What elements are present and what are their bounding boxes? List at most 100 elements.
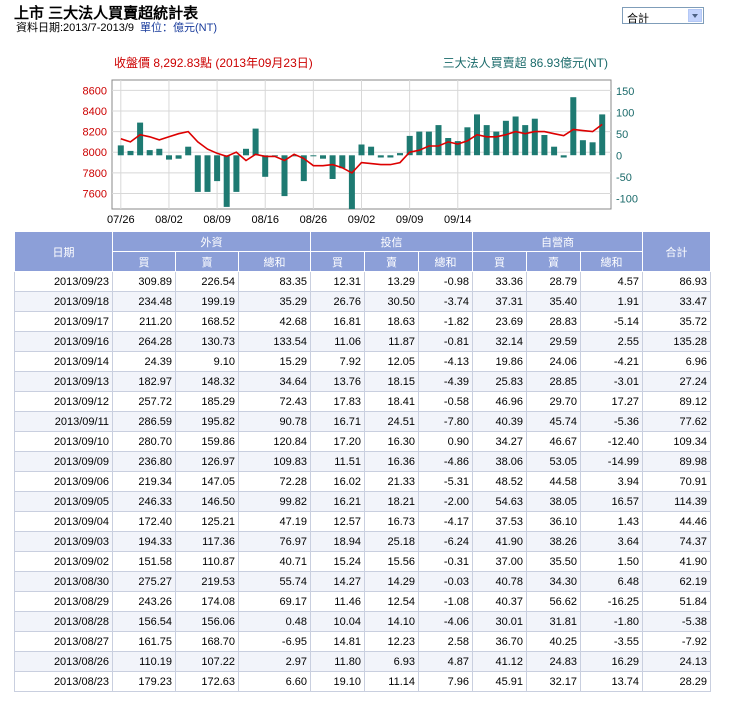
table-row: 2013/08/27 161.75 168.70 -6.95 14.81 12.23 2.5…: [14, 631, 711, 652]
cell-trust-net: -4.13: [418, 351, 473, 372]
cell-date: 2013/09/04: [14, 511, 113, 532]
net-bar: [445, 138, 452, 156]
cell-date: 2013/09/02: [14, 551, 113, 572]
cell-date: 2013/09/16: [14, 331, 113, 352]
cell-dealer-sell: 40.25: [526, 631, 581, 652]
cell-foreign-net: 72.43: [238, 391, 311, 412]
cell-trust-sell: 12.54: [364, 591, 419, 612]
cell-foreign-net: 35.29: [238, 291, 311, 312]
table-row: 2013/09/23 309.89 226.54 83.35 12.31 13.29 -0.…: [14, 271, 711, 292]
cell-trust-buy: 15.24: [310, 551, 365, 572]
cell-foreign-buy: 156.54: [112, 611, 176, 632]
table-row: 2013/09/18 234.48 199.19 35.29 26.76 30.50 -3.…: [14, 291, 711, 312]
cell-foreign-sell: 168.52: [175, 311, 239, 332]
cell-trust-sell: 30.50: [364, 291, 419, 312]
cell-date: 2013/09/11: [14, 411, 113, 432]
cell-dealer-sell: 45.74: [526, 411, 581, 432]
cell-dealer-net: -1.80: [580, 611, 643, 632]
cell-trust-net: -2.00: [418, 491, 473, 512]
table-row: 2013/09/11 286.59 195.82 90.78 16.71 24.51 -7.…: [14, 411, 711, 432]
cell-total: 28.29: [642, 671, 711, 692]
cell-dealer-sell: 56.62: [526, 591, 581, 612]
table-row: 2013/08/30 275.27 219.53 55.74 14.27 14.29 -0.…: [14, 571, 711, 592]
subheader-net: 總和: [580, 251, 643, 272]
data-table: 日期 外資 投信 自營商 合計 買 賣 總和 買 賣 總和 買 賣 總和 201…: [14, 231, 711, 692]
cell-foreign-buy: 161.75: [112, 631, 176, 652]
cell-trust-sell: 16.36: [364, 451, 419, 472]
cell-foreign-buy: 246.33: [112, 491, 176, 512]
cell-foreign-buy: 280.70: [112, 431, 176, 452]
cell-dealer-net: 4.57: [580, 271, 643, 292]
chevron-down-icon[interactable]: [688, 9, 702, 22]
cell-trust-sell: 15.56: [364, 551, 419, 572]
cell-trust-sell: 18.63: [364, 311, 419, 332]
cell-dealer-buy: 54.63: [472, 491, 527, 512]
subheader-buy: 買: [112, 251, 176, 272]
cell-date: 2013/09/17: [14, 311, 113, 332]
cell-dealer-sell: 29.59: [526, 331, 581, 352]
cell-trust-net: -3.74: [418, 291, 473, 312]
cell-foreign-net: -6.95: [238, 631, 311, 652]
cell-foreign-sell: 195.82: [175, 411, 239, 432]
cell-trust-buy: 17.83: [310, 391, 365, 412]
cell-dealer-sell: 36.10: [526, 511, 581, 532]
cell-foreign-sell: 156.06: [175, 611, 239, 632]
cell-foreign-sell: 130.73: [175, 331, 239, 352]
cell-dealer-net: -3.01: [580, 371, 643, 392]
cell-dealer-buy: 36.70: [472, 631, 527, 652]
cell-trust-buy: 11.06: [310, 331, 365, 352]
cell-foreign-sell: 125.21: [175, 511, 239, 532]
cell-trust-buy: 11.80: [310, 651, 365, 672]
net-bar: [175, 155, 182, 159]
cell-dealer-sell: 35.50: [526, 551, 581, 572]
cell-dealer-buy: 34.27: [472, 431, 527, 452]
cell-trust-buy: 16.81: [310, 311, 365, 332]
cell-trust-net: -0.03: [418, 571, 473, 592]
cell-dealer-sell: 31.81: [526, 611, 581, 632]
net-bar: [435, 125, 442, 156]
cell-total: 51.84: [642, 591, 711, 612]
cell-date: 2013/08/30: [14, 571, 113, 592]
cell-trust-buy: 11.51: [310, 451, 365, 472]
cell-date: 2013/09/10: [14, 431, 113, 452]
cell-date: 2013/08/29: [14, 591, 113, 612]
net-bar: [387, 155, 394, 158]
header-foreign: 外資: [112, 231, 311, 252]
net-bar: [166, 155, 172, 160]
cell-total: 44.46: [642, 511, 711, 532]
price-line: [120, 123, 603, 174]
cell-trust-net: 4.87: [418, 651, 473, 672]
cell-foreign-net: 6.60: [238, 671, 311, 692]
cell-foreign-sell: 168.70: [175, 631, 239, 652]
cell-dealer-net: 3.94: [580, 471, 643, 492]
net-bar: [358, 144, 365, 156]
cell-total: 77.62: [642, 411, 711, 432]
cell-foreign-sell: 117.36: [175, 531, 239, 552]
cell-date: 2013/09/05: [14, 491, 113, 512]
cell-date: 2013/09/09: [14, 451, 113, 472]
price-label: 收盤價 8,292.83點 (2013年09月23日): [114, 56, 313, 70]
category-select[interactable]: 合計: [622, 7, 704, 25]
cell-foreign-sell: 146.50: [175, 491, 239, 512]
cell-total: 74.37: [642, 531, 711, 552]
cell-total: 41.90: [642, 551, 711, 572]
cell-dealer-buy: 48.52: [472, 471, 527, 492]
cell-dealer-buy: 37.53: [472, 511, 527, 532]
cell-total: 62.19: [642, 571, 711, 592]
cell-trust-net: -4.86: [418, 451, 473, 472]
left-tick-label: 8600: [83, 85, 107, 97]
left-tick-label: 8400: [83, 106, 107, 118]
table-row: 2013/09/13 182.97 148.32 34.64 13.76 18.15 -4.…: [14, 371, 711, 392]
cell-foreign-sell: 199.19: [175, 291, 239, 312]
net-bar: [416, 131, 423, 156]
cell-dealer-buy: 37.31: [472, 291, 527, 312]
cell-foreign-buy: 286.59: [112, 411, 176, 432]
cell-dealer-net: -3.55: [580, 631, 643, 652]
cell-date: 2013/09/13: [14, 371, 113, 392]
cell-dealer-sell: 28.79: [526, 271, 581, 292]
table-row: 2013/09/16 264.28 130.73 133.54 11.06 11.87 -0…: [14, 331, 711, 352]
cell-date: 2013/09/06: [14, 471, 113, 492]
cell-dealer-sell: 29.70: [526, 391, 581, 412]
cell-trust-sell: 11.87: [364, 331, 419, 352]
cell-dealer-sell: 38.26: [526, 531, 581, 552]
